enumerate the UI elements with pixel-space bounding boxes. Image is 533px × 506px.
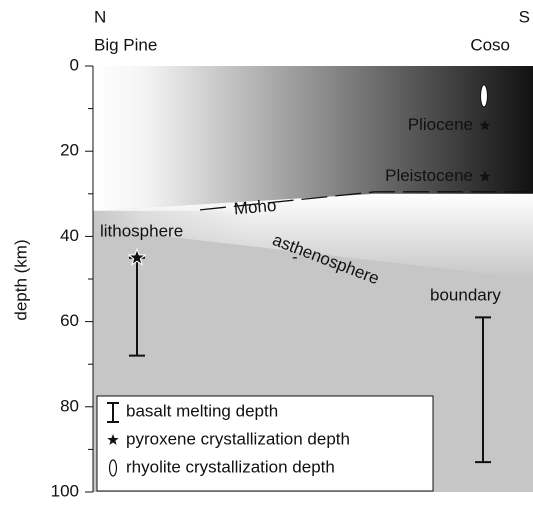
moho-label: Moho xyxy=(233,196,277,219)
location-label: Big Pine xyxy=(94,35,157,54)
crust xyxy=(93,66,533,211)
y-axis-label: depth (km) xyxy=(11,239,30,320)
legend-label: pyroxene crystallization depth xyxy=(126,429,350,448)
legend-label: rhyolite crystallization depth xyxy=(126,457,335,476)
age-label: Pliocene xyxy=(408,115,473,134)
direction-label: N xyxy=(94,7,106,26)
y-tick-label: 0 xyxy=(70,55,79,74)
chart: NSBig PineCosodepth (km)lithosphere-asth… xyxy=(0,0,533,506)
y-tick-label: 60 xyxy=(60,311,79,330)
rhyolite-ellipse xyxy=(481,85,488,107)
location-label: Coso xyxy=(470,35,510,54)
y-tick-label: 80 xyxy=(60,396,79,415)
direction-label: S xyxy=(519,7,530,26)
y-tick-label: 20 xyxy=(60,141,79,160)
y-tick-label: 100 xyxy=(51,481,79,500)
age-label: Pleistocene xyxy=(385,166,473,185)
y-tick-label: 40 xyxy=(60,226,79,245)
legend-icon xyxy=(110,460,117,476)
lab-label: boundary xyxy=(430,285,501,304)
legend-label: basalt melting depth xyxy=(126,401,278,420)
lab-label: lithosphere xyxy=(100,221,183,240)
